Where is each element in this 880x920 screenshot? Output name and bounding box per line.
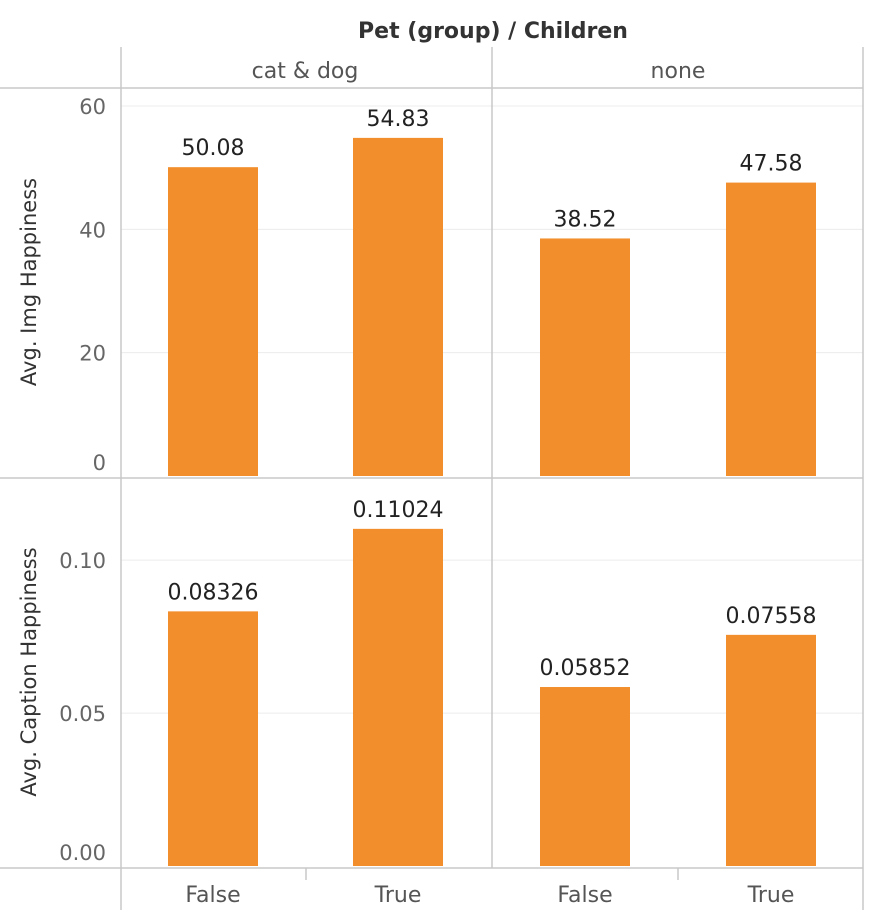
y-tick-label: 0.10 [59,549,106,573]
y-axis-title-caption-happiness: Avg. Caption Happiness [17,547,41,796]
data-label: 0.07558 [726,604,817,629]
data-label: 50.08 [182,136,245,161]
y-tick-label: 60 [79,95,106,119]
x-label-cat-dog-false: False [185,883,240,908]
data-label: 54.83 [367,107,430,132]
bar [726,634,816,866]
x-label-none-false: False [557,883,612,908]
bar [353,137,443,477]
data-label: 0.11024 [353,498,444,523]
data-label: 38.52 [554,207,617,232]
x-label-none-true: True [747,883,795,908]
y-tick-label: 20 [79,342,106,366]
chart-title: Pet (group) / Children [358,19,628,44]
bar [726,182,816,476]
y-tick-label: 0 [93,451,106,475]
bar [540,238,630,476]
bar [168,167,258,476]
x-label-cat-dog-true: True [374,883,422,908]
bar [540,687,630,866]
y-tick-label: 0.00 [59,841,106,865]
y-axis-title-img-happiness: Avg. Img Happiness [17,178,41,386]
data-label: 47.58 [740,152,803,177]
bar [353,528,443,866]
y-tick-label: 0.05 [59,702,106,726]
data-label: 0.05852 [540,656,631,681]
bar [168,611,258,866]
data-label: 0.08326 [168,580,259,605]
y-tick-label: 40 [79,218,106,242]
column-label-none: none [651,59,706,84]
column-label-cat-dog: cat & dog [252,59,359,84]
